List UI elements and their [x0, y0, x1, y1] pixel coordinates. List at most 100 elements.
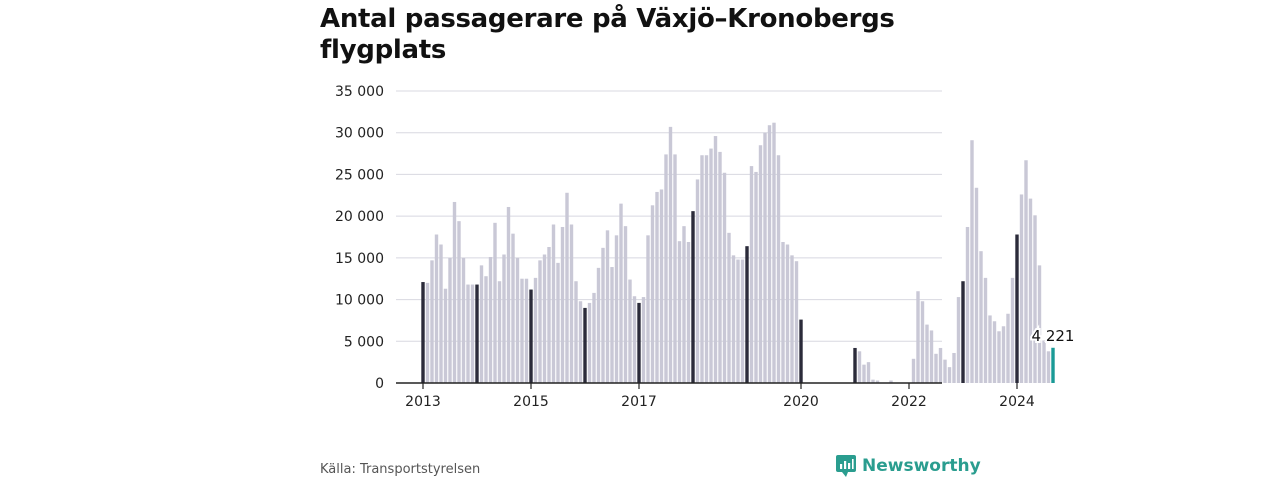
bar [862, 364, 866, 383]
bar [979, 251, 983, 383]
bar [1019, 194, 1024, 383]
bar [952, 352, 956, 383]
bar [542, 254, 547, 383]
bar [992, 321, 997, 383]
y-tick-label: 10 000 [335, 293, 384, 309]
bar [506, 206, 511, 383]
bar [574, 281, 578, 383]
bar [614, 235, 619, 383]
bar [448, 257, 452, 383]
bar [686, 242, 691, 383]
bar [718, 151, 722, 383]
bar [479, 265, 484, 383]
bar-january [421, 282, 425, 383]
x-tick-label: 2022 [891, 394, 927, 410]
bar [497, 281, 502, 383]
bar [754, 171, 758, 383]
bar [443, 288, 448, 383]
bar [484, 276, 488, 383]
y-tick-label: 35 000 [335, 84, 384, 100]
bar [727, 232, 731, 383]
bar [785, 244, 790, 383]
bar [457, 221, 461, 383]
bar [650, 205, 655, 383]
bar [790, 255, 794, 383]
bar [970, 140, 974, 383]
brand-name: Newsworthy [862, 456, 981, 476]
bar [547, 247, 551, 383]
bar [425, 282, 430, 383]
bar [776, 155, 781, 383]
bar-january [475, 284, 479, 383]
bar [781, 242, 785, 383]
bar [682, 226, 686, 383]
bar [601, 247, 605, 383]
brand-logo[interactable]: Newsworthy [836, 455, 981, 477]
bar [439, 244, 443, 383]
y-tick-label: 15 000 [335, 251, 384, 267]
bar [1037, 265, 1042, 383]
bar [520, 278, 524, 383]
bar [965, 226, 970, 383]
x-tick-label: 2024 [999, 394, 1035, 410]
bar [794, 261, 799, 383]
bar [655, 191, 659, 383]
bar [470, 284, 475, 383]
bar-january [529, 289, 533, 383]
bar [929, 330, 934, 383]
bar [731, 255, 736, 383]
bar [605, 230, 610, 383]
bar [673, 154, 677, 383]
bar [943, 359, 947, 383]
bar-latest [1051, 347, 1055, 383]
bar [515, 257, 520, 383]
bar [502, 254, 506, 383]
y-tick-label: 25 000 [335, 167, 384, 183]
bar [587, 302, 592, 383]
bar [619, 203, 623, 383]
bar [916, 291, 920, 383]
bar [956, 297, 961, 383]
bar [452, 201, 457, 383]
bar [871, 379, 875, 383]
bar [623, 226, 628, 383]
bar [538, 260, 542, 383]
bar [767, 125, 772, 384]
chart-title: Antal passagerare på Växjö–Kronobergs fl… [320, 4, 895, 65]
newsworthy-logo-icon [836, 455, 856, 477]
x-tick-label: 2020 [783, 394, 819, 410]
bar [1028, 198, 1033, 383]
bar [920, 301, 925, 383]
bar [524, 278, 529, 383]
bar [758, 145, 763, 383]
bar [1024, 160, 1028, 383]
bar [713, 136, 718, 383]
bar [866, 362, 871, 383]
bar [1001, 326, 1006, 383]
bar [1033, 215, 1037, 383]
bar [1006, 313, 1010, 383]
bar [434, 234, 439, 383]
bar [934, 353, 938, 383]
bar [983, 277, 988, 383]
bar [740, 259, 745, 383]
bar [695, 179, 700, 383]
bar [646, 235, 650, 383]
bar [722, 172, 727, 383]
bar [1010, 277, 1015, 383]
bar [664, 154, 668, 383]
bar [974, 187, 979, 383]
bar [628, 279, 632, 383]
bar-january [745, 246, 749, 383]
source-note: Källa: Transportstyrelsen [320, 462, 481, 477]
bar [592, 292, 596, 383]
bar [857, 351, 862, 383]
bar [610, 267, 614, 383]
bar [875, 380, 880, 383]
bar [889, 380, 893, 383]
bar [1042, 340, 1046, 383]
bar [560, 226, 565, 383]
bar-january [799, 319, 803, 383]
y-tick-label: 5 000 [344, 334, 384, 350]
bar [551, 224, 556, 383]
